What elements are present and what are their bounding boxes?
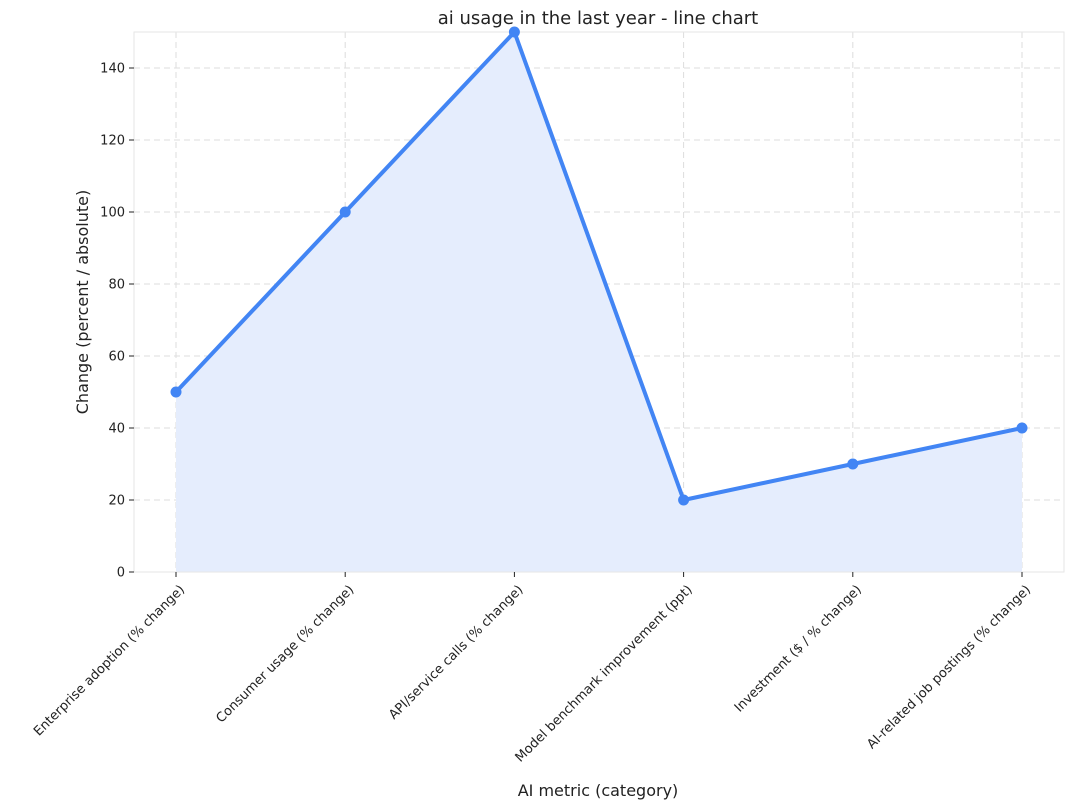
x-tick-label: Model benchmark improvement (ppt) xyxy=(513,582,696,765)
y-tick-label: 0 xyxy=(117,566,125,581)
x-tick-label: AI-related job postings (% change) xyxy=(864,582,1034,752)
plot-frame xyxy=(133,31,1065,573)
x-axis: Enterprise adoption (% change) Consumer u… xyxy=(31,572,1034,765)
x-tick-label: Consumer usage (% change) xyxy=(214,582,358,726)
y-tick-label: 20 xyxy=(108,494,125,509)
y-axis: 0 20 40 60 80 100 120 140 xyxy=(100,62,134,581)
y-tick-label: 140 xyxy=(100,62,125,77)
x-axis-label: AI metric (category) xyxy=(518,781,679,800)
data-point xyxy=(1016,422,1028,434)
data-point xyxy=(847,458,859,470)
y-tick-label: 60 xyxy=(108,350,125,365)
y-tick-label: 80 xyxy=(108,278,125,293)
data-point xyxy=(678,494,690,506)
series-line-layer xyxy=(174,30,1024,502)
data-point xyxy=(339,206,351,218)
series-area xyxy=(176,32,1022,572)
y-tick-label: 100 xyxy=(100,206,125,221)
data-point xyxy=(508,26,520,38)
y-tick-label: 40 xyxy=(108,422,125,437)
marker-layer xyxy=(170,26,1028,506)
data-point xyxy=(170,386,182,398)
y-tick-label: 120 xyxy=(100,134,125,149)
x-tick-label: Investment ($ / % change) xyxy=(732,582,865,715)
x-tick-label: Enterprise adoption (% change) xyxy=(31,582,188,739)
chart-title: ai usage in the last year - line chart xyxy=(438,8,758,29)
y-axis-label: Change (percent / absolute) xyxy=(73,190,92,414)
x-tick-label: API/service calls (% change) xyxy=(386,582,526,722)
area-layer xyxy=(176,32,1022,572)
series-line xyxy=(174,30,1024,502)
